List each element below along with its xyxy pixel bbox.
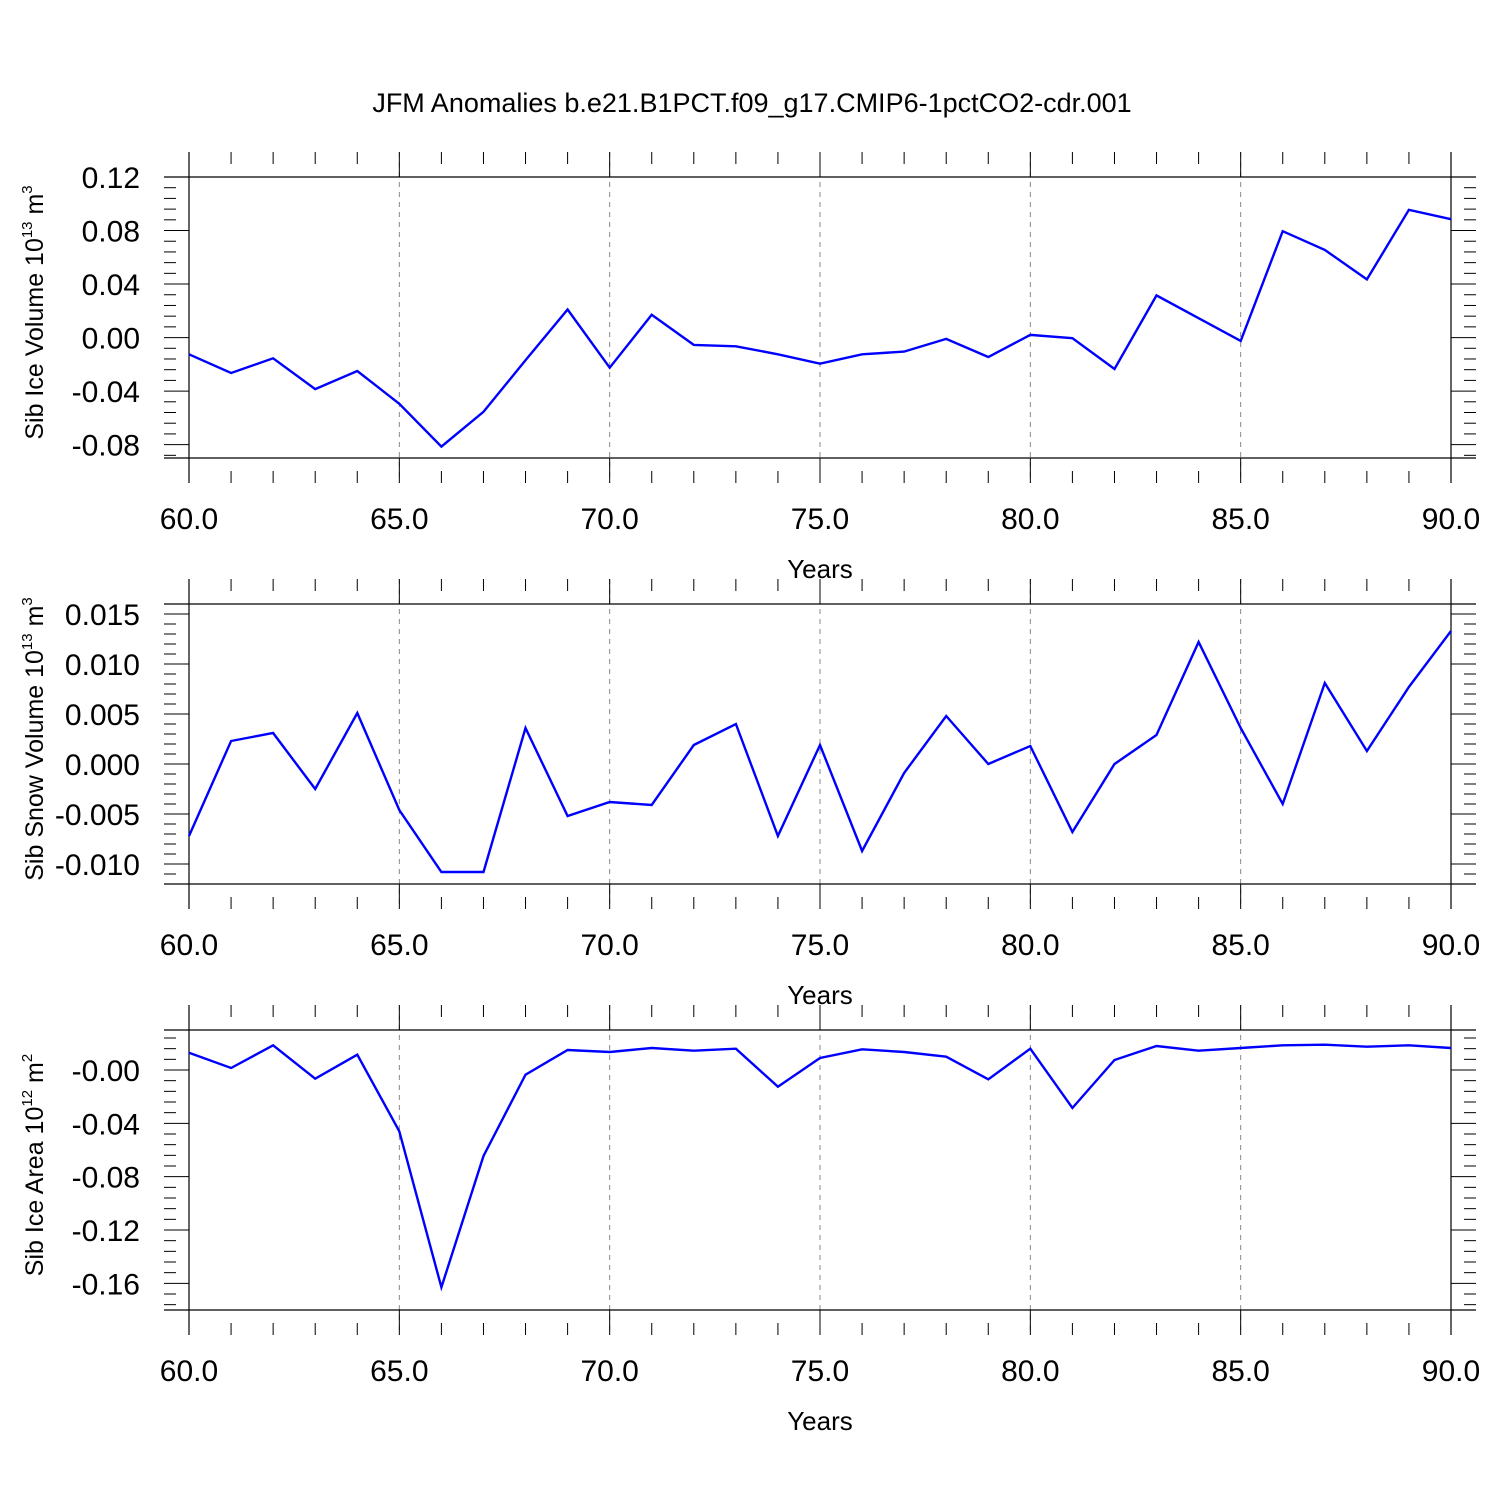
y-tick-label: 0.015 (65, 599, 140, 632)
x-tick-label: 70.0 (580, 929, 638, 962)
series-line (188, 1043, 1452, 1292)
x-tick-label: 75.0 (791, 929, 849, 962)
x-tick-label: 60.0 (160, 1355, 218, 1388)
y-tick-label: -0.08 (72, 1162, 140, 1195)
chart-panels: -0.08 -0.04 0.00 0.04 0.08 0.12 60.0 65.0 70.0 75… (19, 152, 1480, 1436)
x-tick-label: 70.0 (580, 1355, 638, 1388)
x-axis-label: Years (787, 1406, 853, 1436)
x-tick-label: 80.0 (1001, 929, 1059, 962)
x-tick-label: 75.0 (791, 1355, 849, 1388)
y-tick-label: -0.00 (72, 1055, 140, 1088)
y-tick-label: 0.005 (65, 699, 140, 732)
x-tick-label: 75.0 (791, 503, 849, 536)
y-tick-label: 0.04 (82, 269, 140, 302)
y-tick-label: 0.08 (82, 216, 140, 249)
y-tick-label: -0.04 (72, 376, 140, 409)
x-tick-label: 65.0 (370, 1355, 428, 1388)
y-axis-label: Sib Ice Volume 1013 m3 (19, 185, 49, 439)
y-tick-label: 0.12 (82, 162, 140, 195)
x-tick-label: 60.0 (160, 929, 218, 962)
y-axis-label: Sib Ice Area 1012 m2 (19, 1054, 49, 1276)
x-tick-label: 70.0 (580, 503, 638, 536)
x-tick-label: 85.0 (1211, 929, 1269, 962)
y-tick-label: 0.000 (65, 749, 140, 782)
x-tick-label: 80.0 (1001, 503, 1059, 536)
x-tick-label: 60.0 (160, 503, 218, 536)
y-axis-label: Sib Snow Volume 1013 m3 (19, 597, 49, 881)
x-tick-label: 90.0 (1422, 503, 1480, 536)
y-tick-label: -0.12 (72, 1215, 140, 1248)
x-tick-label: 65.0 (370, 929, 428, 962)
panel-1: -0.08 -0.04 0.00 0.04 0.08 0.12 60.0 65.0 70.0 75… (19, 152, 1480, 584)
x-tick-label: 80.0 (1001, 1355, 1059, 1388)
series-line (187, 630, 1452, 874)
x-tick-label: 85.0 (1211, 503, 1269, 536)
chart-title: JFM Anomalies b.e21.B1PCT.f09_g17.CMIP6-… (372, 88, 1131, 118)
x-tick-label: 90.0 (1422, 1355, 1480, 1388)
y-tick-label: -0.04 (72, 1108, 140, 1141)
x-tick-label: 65.0 (370, 503, 428, 536)
x-tick-label: 85.0 (1211, 1355, 1269, 1388)
y-tick-label: -0.010 (55, 849, 140, 882)
y-tick-label: -0.08 (72, 430, 140, 463)
panel-2: -0.010 -0.005 0.000 0.005 0.010 0.015 60.0 65.0… (19, 579, 1480, 1010)
series-line (188, 208, 1452, 449)
y-tick-label: -0.005 (55, 799, 140, 832)
y-tick-label: 0.010 (65, 649, 140, 682)
panel-3: -0.16 -0.12 -0.08 -0.04 -0.00 60.0 65.0 70.0 75.… (19, 1005, 1480, 1436)
y-tick-label: 0.00 (82, 323, 140, 356)
x-tick-label: 90.0 (1422, 929, 1480, 962)
y-tick-label: -0.16 (72, 1268, 140, 1301)
